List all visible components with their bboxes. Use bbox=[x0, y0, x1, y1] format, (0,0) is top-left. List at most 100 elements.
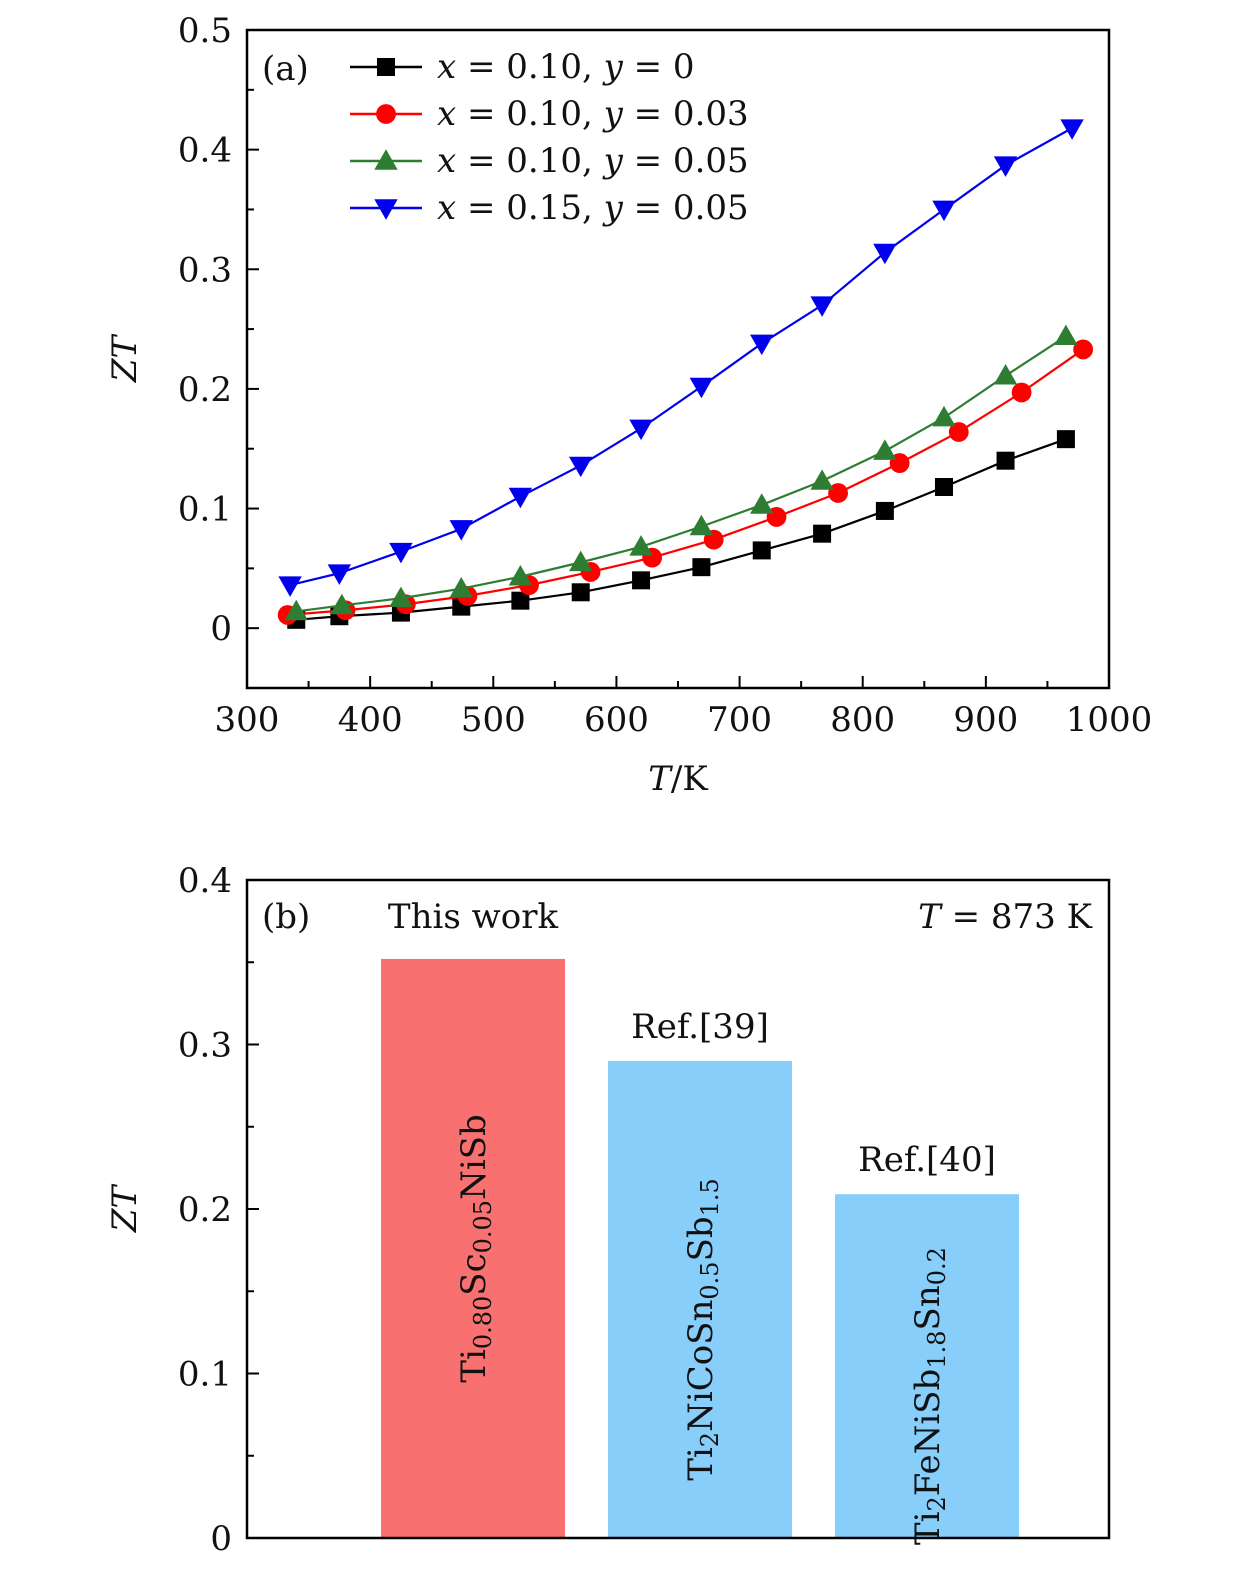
data-point bbox=[810, 469, 834, 490]
panel-a-series-group bbox=[277, 119, 1094, 629]
formula-element: NiCoSn bbox=[681, 1300, 721, 1432]
panel-a-axes-ticks: 300 400 500 600 700 800 900 1000 0 0.1 0.2 0.3 0.4 0.… bbox=[178, 11, 1152, 740]
formula-subscript: 0.80 bbox=[469, 1296, 497, 1349]
formula-subscript: 1.8 bbox=[923, 1331, 951, 1369]
y-tick-label: 0.4 bbox=[178, 131, 232, 171]
formula-subscript: 1.5 bbox=[696, 1178, 724, 1216]
y-tick-label: 0.5 bbox=[178, 11, 232, 51]
formula-subscript: 2 bbox=[696, 1432, 724, 1447]
x-tick-label: 600 bbox=[584, 700, 649, 740]
data-point bbox=[689, 514, 714, 536]
panel-a-y-axis-label: ZT bbox=[105, 334, 145, 384]
x-tick-label: 500 bbox=[461, 700, 526, 740]
data-point bbox=[1073, 339, 1094, 360]
legend-variable: y bbox=[602, 47, 624, 87]
bar-top-label: Ref.[40] bbox=[858, 1140, 996, 1180]
legend-variable: y bbox=[602, 188, 624, 228]
data-point bbox=[828, 483, 848, 503]
data-point bbox=[389, 542, 413, 564]
data-point bbox=[689, 377, 714, 399]
legend-variable: x bbox=[437, 94, 456, 134]
x-axis-label-unit: K bbox=[682, 759, 708, 799]
bar-formula-label: Ti0.80Sc0.05NiSb bbox=[454, 1114, 497, 1382]
annotation-variable: T bbox=[918, 897, 943, 937]
panel-b-temperature-annotation: T = 873 K bbox=[918, 897, 1092, 937]
data-point bbox=[813, 524, 832, 543]
legend-value: = 0.05 bbox=[623, 141, 749, 181]
panel-b-bars-group: This work Ti0.80Sc0.05NiSb Ref.[39] Ti 2NiCo… bbox=[381, 897, 1019, 1545]
data-point bbox=[810, 296, 834, 317]
legend-text: x = 0.15, y = 0.05 bbox=[437, 188, 749, 228]
bar-top-label: Ref.[39] bbox=[631, 1007, 769, 1047]
legend-value: = 0.03 bbox=[623, 94, 749, 134]
legend-value: = 0.10, bbox=[456, 94, 603, 134]
data-point bbox=[389, 586, 413, 608]
data-point bbox=[511, 591, 530, 610]
series-4 bbox=[278, 119, 1084, 597]
y-tick-label: 0 bbox=[210, 609, 232, 649]
data-point bbox=[932, 200, 956, 222]
data-point bbox=[449, 577, 473, 598]
legend-value: = 0.15, bbox=[456, 188, 603, 228]
legend-entry-3: x = 0.10, y = 0.05 bbox=[350, 141, 749, 181]
series-line bbox=[289, 127, 1073, 587]
data-point bbox=[330, 593, 354, 615]
y-tick-label: 0.4 bbox=[178, 861, 232, 901]
panel-b-label: (b) bbox=[262, 897, 310, 937]
y-tick-label: 0 bbox=[210, 1519, 232, 1559]
panel-b-axes-ticks: 0 0.1 0.2 0.3 0.4 bbox=[178, 861, 259, 1559]
data-point bbox=[932, 405, 956, 427]
data-point bbox=[993, 156, 1018, 177]
series-line bbox=[296, 438, 1067, 621]
data-point bbox=[692, 558, 711, 577]
x-tick-label: 900 bbox=[953, 700, 1018, 740]
bar-top-label: This work bbox=[388, 897, 559, 937]
data-point bbox=[873, 439, 897, 460]
panel-a-line-chart: 300 400 500 600 700 800 900 1000 0 0.1 0.2 0.3 0.4 0.… bbox=[105, 11, 1152, 799]
data-point bbox=[508, 487, 533, 509]
formula-subscript: 0.05 bbox=[469, 1200, 497, 1253]
data-point bbox=[629, 419, 653, 441]
formula-element: Ti bbox=[908, 1511, 948, 1545]
formula-element: FeNiSb bbox=[908, 1369, 948, 1497]
x-axis-label-separator: / bbox=[671, 759, 683, 799]
data-point bbox=[1060, 119, 1084, 140]
data-point bbox=[934, 478, 953, 497]
data-point bbox=[569, 550, 593, 572]
legend-value: = 0 bbox=[623, 47, 695, 87]
formula-element: Sc bbox=[454, 1253, 494, 1295]
legend-marker bbox=[376, 104, 396, 124]
data-point bbox=[752, 541, 771, 560]
legend-marker bbox=[374, 149, 398, 170]
panel-a-legend: x = 0.10, y = 0 x = 0.10, y = 0.03 x = 0.1… bbox=[350, 47, 749, 228]
y-tick-label: 0.2 bbox=[178, 1190, 232, 1230]
data-point bbox=[948, 422, 969, 442]
data-point bbox=[278, 576, 302, 597]
y-tick-label: 0.1 bbox=[178, 490, 232, 530]
data-point bbox=[632, 571, 651, 590]
legend-variable: y bbox=[602, 141, 624, 181]
bar-group-1: This work Ti0.80Sc0.05NiSb bbox=[381, 897, 565, 1538]
x-tick-label: 400 bbox=[338, 700, 403, 740]
series-line bbox=[296, 335, 1067, 613]
legend-entry-1: x = 0.10, y = 0 bbox=[350, 47, 695, 87]
legend-text: x = 0.10, y = 0.05 bbox=[437, 141, 749, 181]
legend-marker bbox=[374, 199, 398, 220]
y-tick-label: 0.3 bbox=[178, 1026, 232, 1066]
data-point bbox=[1056, 430, 1075, 449]
data-point bbox=[449, 520, 473, 541]
bar-formula-label: Ti2FeNiSb1.8Sn0.2 bbox=[908, 1247, 951, 1545]
y-tick-label: 0.1 bbox=[178, 1355, 232, 1395]
legend-value: = 0.10, bbox=[456, 47, 603, 87]
data-point bbox=[996, 451, 1015, 470]
data-point bbox=[750, 493, 774, 514]
data-point bbox=[327, 564, 352, 585]
formula-element: Sb bbox=[681, 1216, 721, 1261]
legend-text: x = 0.10, y = 0 bbox=[437, 47, 695, 87]
bar bbox=[381, 958, 565, 1538]
y-tick-label: 0.3 bbox=[178, 250, 232, 290]
data-point bbox=[873, 243, 897, 265]
panel-b-bar-chart: This work Ti0.80Sc0.05NiSb Ref.[39] Ti 2NiCo… bbox=[105, 861, 1111, 1559]
panel-a-label: (a) bbox=[262, 49, 309, 89]
